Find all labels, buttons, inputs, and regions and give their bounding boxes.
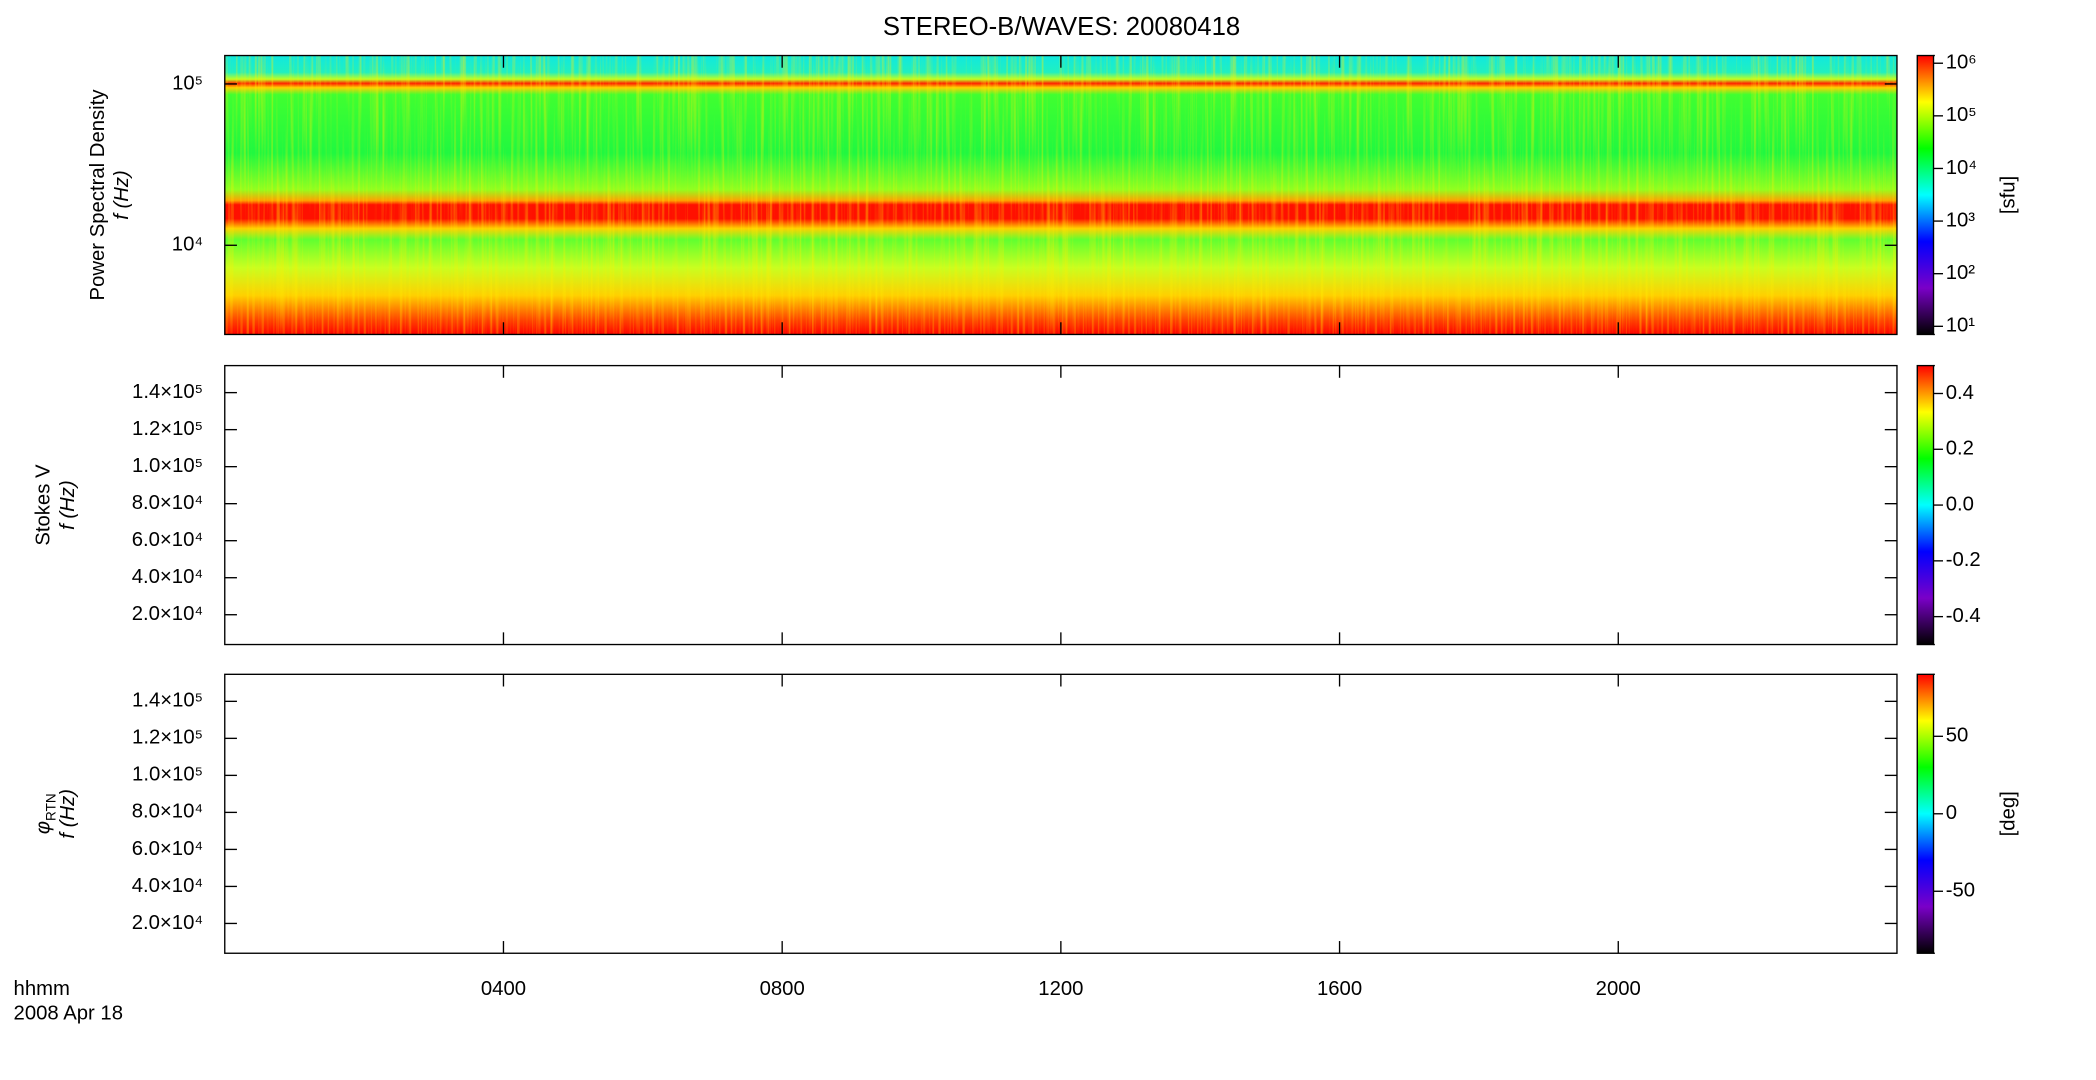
colorbar-tick-label: 0 bbox=[1946, 802, 1957, 824]
y-axis-label: φRTN bbox=[33, 793, 58, 834]
y-tick-label: 1.0×10⁵ bbox=[132, 455, 203, 477]
x-tick-label: 2000 bbox=[1596, 978, 1641, 1000]
x-tick-label: 1600 bbox=[1317, 978, 1362, 1000]
y-axis-label-sub: RTN bbox=[43, 793, 58, 821]
colorbar bbox=[1916, 54, 1935, 336]
y-tick-label: 2.0×10⁴ bbox=[132, 912, 203, 934]
x-axis-label: 2008 Apr 18 bbox=[14, 1003, 123, 1025]
x-axis-label: hhmm bbox=[14, 978, 70, 1000]
colorbar-tick-label: 10² bbox=[1946, 262, 1976, 284]
y-tick-label: 1.2×10⁵ bbox=[132, 727, 203, 749]
y-axis-label: Stokes V bbox=[33, 464, 55, 546]
colorbar-tick-label: 10³ bbox=[1946, 209, 1976, 231]
plot-frame bbox=[224, 364, 1898, 646]
colorbar bbox=[1916, 364, 1935, 646]
y-axis-label: Power Spectral Density bbox=[87, 89, 109, 301]
y-axis-label-text: Power Spectral Density bbox=[87, 89, 109, 301]
spectrogram-streaks bbox=[224, 55, 1897, 335]
y-axis-label: f (Hz) bbox=[57, 480, 79, 530]
colorbar-tick-label: -0.4 bbox=[1946, 605, 1981, 627]
y-tick-label: 1.0×10⁵ bbox=[132, 764, 203, 786]
y-tick-label: 4.0×10⁴ bbox=[132, 875, 203, 897]
y-axis-label-text: Stokes V bbox=[33, 464, 55, 546]
y-axis-label-text: φ bbox=[33, 821, 55, 834]
plot-frame bbox=[224, 673, 1898, 954]
y-tick-label: 6.0×10⁴ bbox=[132, 529, 203, 551]
y-tick-label: 4.0×10⁴ bbox=[132, 566, 203, 588]
colorbar-tick-label: -50 bbox=[1946, 880, 1975, 902]
y-tick-label: 1.2×10⁵ bbox=[132, 418, 203, 440]
x-tick-label: 1200 bbox=[1038, 978, 1083, 1000]
colorbar-tick-label: 0.2 bbox=[1946, 438, 1974, 460]
colorbar-tick-label: 10¹ bbox=[1946, 315, 1976, 337]
y-tick-label: 8.0×10⁴ bbox=[132, 801, 203, 823]
y-tick-label: 10⁵ bbox=[172, 72, 203, 94]
y-tick-label: 6.0×10⁴ bbox=[132, 838, 203, 860]
colorbar-tick-label: 10⁶ bbox=[1946, 52, 1977, 74]
y-tick-label: 2.0×10⁴ bbox=[132, 603, 203, 625]
y-tick-label: 1.4×10⁵ bbox=[132, 381, 203, 403]
colorbar-tick-label: -0.2 bbox=[1946, 549, 1981, 571]
y-tick-label: 8.0×10⁴ bbox=[132, 492, 203, 514]
colorbar-tick-label: 0.0 bbox=[1946, 493, 1974, 515]
colorbar-label: [deg] bbox=[1998, 791, 2020, 836]
colorbar-tick-label: 50 bbox=[1946, 725, 1969, 747]
colorbar-tick-label: 10⁴ bbox=[1946, 157, 1977, 179]
y-tick-label: 10⁴ bbox=[172, 234, 203, 256]
colorbar bbox=[1916, 673, 1935, 954]
colorbar-label: [sfu] bbox=[1998, 176, 2020, 214]
x-tick-label: 0800 bbox=[760, 978, 805, 1000]
colorbar-tick-label: 10⁵ bbox=[1946, 104, 1977, 126]
y-tick-label: 1.4×10⁵ bbox=[132, 690, 203, 712]
chart-title: STEREO-B/WAVES: 20080418 bbox=[883, 13, 1240, 41]
colorbar-tick-label: 0.4 bbox=[1946, 382, 1974, 404]
y-axis-label-text: f (Hz) bbox=[112, 170, 134, 220]
y-axis-label: f (Hz) bbox=[112, 170, 134, 220]
y-axis-label: f (Hz) bbox=[57, 789, 79, 839]
y-axis-label-text: f (Hz) bbox=[57, 480, 79, 530]
y-axis-label-text: f (Hz) bbox=[57, 789, 79, 839]
x-tick-label: 0400 bbox=[481, 978, 526, 1000]
